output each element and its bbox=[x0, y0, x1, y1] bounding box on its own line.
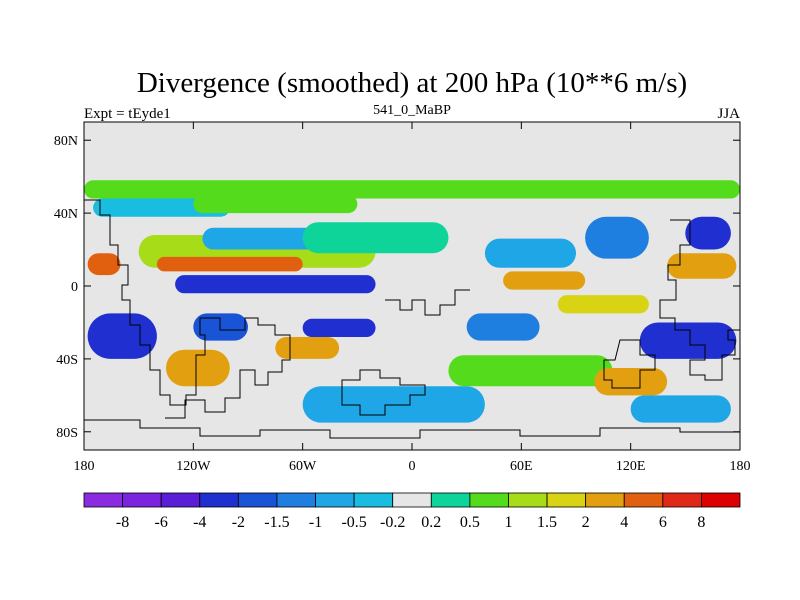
coastline-asia-east bbox=[659, 219, 740, 381]
colorbar-swatch bbox=[237, 492, 278, 508]
x-tick-label: 0 bbox=[409, 459, 416, 474]
x-tick-label: 180 bbox=[74, 459, 95, 474]
field-region-20 bbox=[275, 337, 340, 359]
chart-title: Divergence (smoothed) at 200 hPa (10**6 … bbox=[137, 67, 687, 99]
colorbar-swatch bbox=[353, 492, 394, 508]
colorbar-label: 4 bbox=[620, 514, 628, 531]
coastlines bbox=[84, 199, 740, 439]
colorbar-label: -1 bbox=[309, 514, 322, 531]
colorbar-label: -0.5 bbox=[341, 514, 366, 531]
field-region-8 bbox=[585, 216, 649, 259]
colorbar-label: -1.5 bbox=[264, 514, 289, 531]
colorbar-swatch bbox=[585, 492, 625, 508]
colorbar-label: 8 bbox=[697, 514, 705, 531]
divergence-field bbox=[84, 180, 740, 423]
colorbar-label: -0.2 bbox=[380, 514, 405, 531]
colorbar-label: 0.5 bbox=[460, 514, 480, 531]
colorbar-swatch bbox=[546, 492, 587, 508]
colorbar-label: -8 bbox=[116, 514, 129, 531]
colorbar-label: -6 bbox=[155, 514, 168, 531]
colorbar-swatch bbox=[199, 492, 239, 508]
colorbar-swatch bbox=[623, 492, 664, 508]
coastline-antarctica bbox=[84, 419, 740, 439]
colorbar-label: 2 bbox=[582, 514, 590, 531]
y-tick-label: 80S bbox=[56, 426, 78, 441]
field-region-24 bbox=[302, 386, 485, 423]
field-region-23 bbox=[594, 368, 668, 396]
colorbar-label: -2 bbox=[232, 514, 245, 531]
field-region-9 bbox=[685, 216, 731, 250]
field-region-19 bbox=[639, 322, 737, 359]
field-region-10 bbox=[667, 253, 737, 279]
field-region-13 bbox=[503, 271, 586, 290]
colorbar-swatch bbox=[392, 492, 432, 508]
colorbar-swatch bbox=[276, 492, 316, 508]
y-tick-label: 40N bbox=[54, 207, 78, 222]
colorbar-label: 0.2 bbox=[421, 514, 441, 531]
chart-subtitle: 541_0_MaBP bbox=[373, 103, 451, 118]
colorbar-swatch bbox=[83, 492, 123, 508]
coastline-eurasia bbox=[385, 289, 470, 316]
field-region-0 bbox=[84, 180, 740, 199]
field-region-18 bbox=[466, 313, 540, 341]
colorbar-label: 6 bbox=[659, 514, 667, 531]
x-tick-label: 180 bbox=[730, 459, 751, 474]
colorbar-swatch bbox=[662, 492, 702, 508]
field-region-16 bbox=[193, 313, 248, 341]
field-region-25 bbox=[630, 395, 731, 423]
field-region-15 bbox=[87, 313, 157, 359]
x-tick-label: 60W bbox=[289, 459, 317, 474]
colorbar-swatch bbox=[469, 492, 509, 508]
x-axis: 180 120W 60W 0 60E 120E 180 bbox=[74, 122, 751, 474]
colorbar-swatch bbox=[315, 492, 355, 508]
field-region-22 bbox=[448, 355, 613, 387]
colorbar-swatch bbox=[701, 492, 741, 508]
colorbar: -8 -6 -4 -2 -1.5 -1 -0.5 -0.2 0.2 0.5 1 1.5 2 4 6 8 bbox=[83, 492, 741, 531]
chart-left-label: Expt = tEyde1 bbox=[84, 106, 171, 122]
colorbar-swatch bbox=[122, 492, 162, 508]
y-tick-label: 40S bbox=[56, 353, 78, 368]
field-region-14 bbox=[557, 295, 649, 314]
field-region-21 bbox=[166, 349, 230, 387]
y-tick-label: 80N bbox=[54, 134, 78, 149]
y-tick-label: 0 bbox=[71, 280, 78, 295]
coastline-americas bbox=[84, 199, 291, 419]
y-axis: 80N 40N 0 40S 80S bbox=[54, 134, 740, 441]
field-region-6 bbox=[302, 222, 449, 254]
x-tick-label: 120E bbox=[616, 459, 646, 474]
colorbar-label: 1.5 bbox=[537, 514, 557, 531]
colorbar-swatch bbox=[508, 492, 548, 508]
field-region-17 bbox=[302, 318, 376, 338]
coastline-africa bbox=[341, 369, 426, 416]
x-tick-label: 120W bbox=[176, 459, 211, 474]
field-region-12 bbox=[175, 275, 376, 294]
colorbar-label: 1 bbox=[504, 514, 512, 531]
field-region-11 bbox=[87, 253, 121, 276]
colorbar-swatch bbox=[160, 492, 201, 508]
colorbar-swatch bbox=[430, 492, 471, 508]
field-region-4 bbox=[156, 256, 303, 272]
field-region-2 bbox=[193, 194, 358, 214]
coastline-australia bbox=[603, 339, 656, 389]
field-region-7 bbox=[484, 238, 576, 268]
x-tick-label: 60E bbox=[510, 459, 533, 474]
chart-right-label: JJA bbox=[717, 106, 740, 122]
colorbar-label: -4 bbox=[193, 514, 206, 531]
